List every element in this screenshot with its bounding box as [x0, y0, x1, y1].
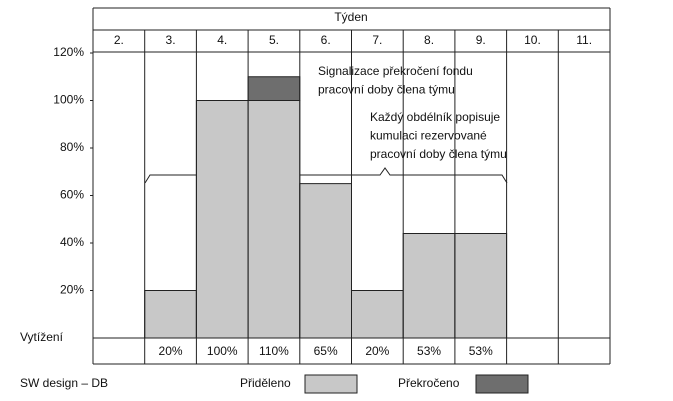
row-label: 65% — [314, 344, 338, 358]
y-tick-label: 60% — [60, 188, 84, 202]
x-axis-title: Týden — [334, 10, 367, 24]
legend-label: Přiděleno — [240, 376, 291, 390]
row-label: 100% — [207, 344, 238, 358]
annotation: pracovní doby člena týmu — [318, 83, 455, 97]
x-tick-label: 11. — [576, 33, 592, 47]
row-label: 53% — [469, 344, 493, 358]
annotation: kumulaci rezervované — [370, 129, 487, 143]
bar — [247, 76, 301, 101]
x-tick-label: 9. — [476, 33, 486, 47]
y-tick-label: 120% — [53, 45, 84, 59]
legend-swatch — [304, 374, 358, 394]
bar — [402, 233, 456, 339]
bar — [299, 183, 352, 339]
bar — [144, 290, 197, 339]
x-tick-label: 6. — [321, 33, 331, 47]
y-axis-title: Vytížení — [20, 330, 64, 344]
bar — [195, 100, 249, 339]
x-tick-label: 5. — [269, 33, 279, 47]
bar — [351, 290, 404, 339]
row-label: 20% — [365, 344, 389, 358]
bar — [454, 233, 508, 339]
annotation: Každý obdélník popisuje — [370, 110, 500, 124]
row-label: 110% — [259, 344, 289, 358]
brace — [144, 167, 508, 184]
x-tick-label: 3. — [166, 33, 176, 47]
bar — [247, 100, 301, 339]
x-tick-label: 7. — [372, 33, 382, 47]
row-label: 53% — [417, 344, 441, 358]
x-tick-label: 4. — [217, 33, 227, 47]
annotation: Signalizace překročení fondu — [318, 64, 473, 78]
chart-title: SW design – DB — [20, 376, 108, 390]
x-tick-label: 10. — [524, 33, 541, 47]
y-tick-label: 80% — [60, 140, 84, 154]
y-tick-label: 20% — [60, 283, 84, 297]
annotation: pracovní doby člena týmu — [370, 147, 507, 161]
x-tick-label: 8. — [424, 33, 434, 47]
legend-swatch — [475, 374, 529, 394]
y-tick-label: 40% — [60, 235, 84, 249]
legend-label: Překročeno — [398, 376, 460, 390]
row-label: 20% — [159, 344, 183, 358]
y-tick-label: 100% — [53, 93, 84, 107]
x-tick-label: 2. — [114, 33, 124, 47]
